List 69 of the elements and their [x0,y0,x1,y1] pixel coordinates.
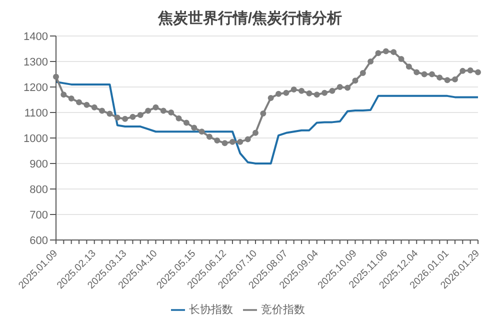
point [344,84,351,91]
y-tick-label: 900 [30,158,48,170]
legend-label: 长协指数 [189,304,233,316]
point [428,71,435,78]
point [137,112,144,118]
point [114,114,120,121]
point [237,138,244,145]
point [460,68,466,74]
point [414,69,420,76]
point [322,90,328,96]
point [452,76,458,82]
point [214,138,220,144]
y-tick-label: 1400 [24,30,48,43]
point [145,108,152,114]
point [176,115,182,122]
point [76,99,82,106]
point [368,58,374,64]
point [382,48,389,54]
point [436,74,443,81]
point [336,84,343,90]
legend-label: 竞价指数 [261,304,305,316]
point [84,102,90,108]
point [406,64,412,70]
line-series [55,80,479,164]
point [306,90,312,96]
point [352,78,358,84]
point [191,124,198,131]
point [283,90,290,96]
point [252,130,258,136]
point [398,56,404,62]
point [206,134,212,140]
point [298,88,305,94]
point [106,110,113,117]
y-tick-label: 1300 [24,56,48,68]
point [222,140,228,146]
point [375,50,382,56]
point [260,110,266,117]
point [276,90,282,97]
point [53,74,59,80]
point [360,70,366,76]
point [68,95,74,102]
point [229,138,236,145]
point [244,136,251,142]
y-tick-label: 1000 [24,132,48,145]
point [198,128,205,135]
point [122,116,128,122]
point [314,92,320,98]
point [268,94,274,101]
point [467,67,474,74]
point [329,88,336,94]
y-tick-label: 1200 [24,82,48,94]
point [160,108,166,114]
point [421,71,428,78]
point [60,92,67,98]
point [99,108,106,114]
y-tick-label: 1100 [24,107,48,120]
chart-title: 焦炭世界行情/焦炭行情分析 [156,9,344,29]
point [290,86,297,93]
point [168,110,174,116]
point [183,120,190,126]
point [152,104,159,110]
point [475,69,481,76]
y-tick-label: 600 [30,234,48,247]
point [130,114,136,120]
y-tick-label: 700 [30,209,48,222]
point [390,49,397,56]
point [91,104,98,110]
point [444,77,450,84]
y-tick-label: 800 [30,184,48,196]
